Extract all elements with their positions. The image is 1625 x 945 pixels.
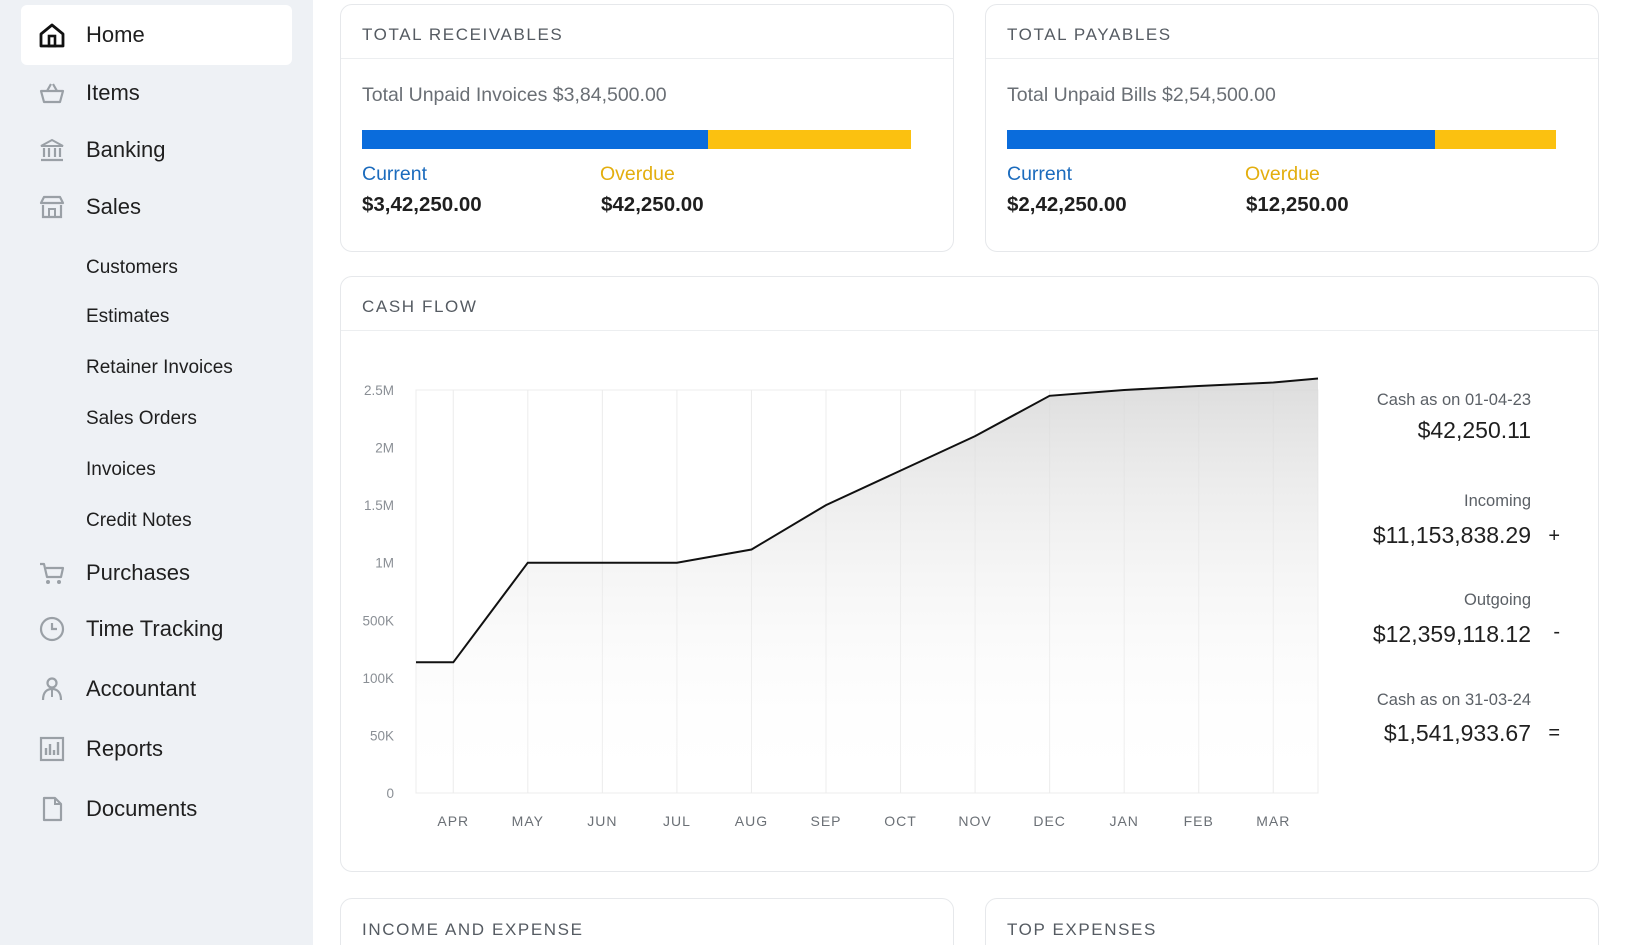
cash-end-operator: = <box>1548 722 1560 744</box>
sidebar-item-label: Items <box>86 80 140 105</box>
x-tick-label: OCT <box>884 813 917 829</box>
card-header: TOTAL RECEIVABLES <box>341 5 953 59</box>
top-expenses-card: TOP EXPENSES <box>985 898 1599 945</box>
incoming-value[interactable]: $11,153,838.29 <box>1372 522 1531 548</box>
receivables-bar-overdue <box>707 130 911 149</box>
x-tick-label: MAY <box>512 813 544 829</box>
receivables-current-label: Current <box>362 163 428 185</box>
payables-bar-overdue <box>1435 130 1556 149</box>
sidebar-item-sales[interactable]: Sales <box>21 177 292 237</box>
x-tick-label: NOV <box>958 813 991 829</box>
y-tick-label: 1.5M <box>364 498 394 513</box>
receivables-overdue-label: Overdue <box>600 163 675 185</box>
income-expense-card: INCOME AND EXPENSE <box>340 898 954 945</box>
sidebar-subitem-estimates[interactable]: Estimates <box>86 306 170 327</box>
payables-current-label: Current <box>1007 163 1073 185</box>
receivables-title: TOTAL RECEIVABLES <box>362 25 564 44</box>
cash-start-label: Cash as on 01-04-23 <box>1376 391 1531 409</box>
y-tick-label: 0 <box>386 786 394 801</box>
payables-overdue-label: Overdue <box>1245 163 1320 185</box>
basket-icon <box>38 79 66 107</box>
cashflow-title: CASH FLOW <box>362 297 478 316</box>
sidebar-item-label: Reports <box>86 736 164 761</box>
y-tick-label: 2M <box>375 441 394 456</box>
cash-end-value: $1,541,933.67 <box>1383 720 1531 746</box>
cash-end-label: Cash as on 31-03-24 <box>1376 691 1531 709</box>
cashflow-card: CASH FLOW 0 50K 100K 500K 1M 1.5M 2M 2.5M APR MAY… <box>340 276 1599 872</box>
sidebar-item-time-tracking[interactable]: Time Tracking <box>21 599 292 659</box>
sidebar-item-items[interactable]: Items <box>21 63 292 123</box>
x-tick-label: FEB <box>1184 813 1214 829</box>
sidebar-item-accountant[interactable]: Accountant <box>21 659 292 719</box>
sidebar-subitem-credit-notes[interactable]: Credit Notes <box>86 510 192 531</box>
cashflow-line <box>416 377 1319 664</box>
sidebar-item-label: Documents <box>86 796 198 821</box>
sidebar-subitem-invoices[interactable]: Invoices <box>86 459 156 480</box>
home-icon <box>38 21 66 49</box>
top-expenses-title: TOP EXPENSES <box>1007 920 1157 939</box>
bank-icon <box>38 136 66 164</box>
outgoing-value[interactable]: $12,359,118.12 <box>1372 621 1531 647</box>
outgoing-operator: - <box>1553 621 1560 643</box>
store-icon <box>38 193 66 221</box>
income-expense-title: INCOME AND EXPENSE <box>362 920 584 939</box>
payables-bar-current <box>1007 130 1436 149</box>
card-header: TOTAL PAYABLES <box>986 5 1598 59</box>
x-tick-label: DEC <box>1033 813 1066 829</box>
person-icon <box>38 675 66 703</box>
payables-unpaid: Total Unpaid Bills $2,54,500.00 <box>1007 84 1276 106</box>
receivables-unpaid: Total Unpaid Invoices $3,84,500.00 <box>362 84 667 106</box>
sidebar-item-reports[interactable]: Reports <box>21 719 292 779</box>
y-tick-label: 2.5M <box>364 383 394 398</box>
sidebar-item-label: Accountant <box>86 676 197 701</box>
x-tick-label: MAR <box>1256 813 1290 829</box>
sidebar-item-label: Banking <box>86 137 166 162</box>
outgoing-label: Outgoing <box>1464 591 1531 609</box>
receivables-bar-current <box>362 130 708 149</box>
receivables-current-amount[interactable]: $3,42,250.00 <box>362 193 482 216</box>
cart-icon <box>38 559 66 587</box>
y-tick-label: 50K <box>370 728 394 743</box>
cash-start-value: $42,250.11 <box>1417 417 1531 443</box>
x-tick-label: SEP <box>810 813 841 829</box>
sidebar-item-documents[interactable]: Documents <box>21 779 292 839</box>
payables-overdue-amount[interactable]: $12,250.00 <box>1246 193 1349 216</box>
cashflow-area <box>416 378 1318 793</box>
x-tick-label: JUL <box>663 813 691 829</box>
receivables-bar[interactable] <box>362 130 911 149</box>
x-tick-label: JAN <box>1109 813 1138 829</box>
receivables-overdue-amount[interactable]: $42,250.00 <box>601 193 704 216</box>
sidebar-item-label: Sales <box>86 194 142 219</box>
x-tick-label: APR <box>437 813 469 829</box>
payables-current-amount[interactable]: $2,42,250.00 <box>1007 193 1127 216</box>
y-tick-label: 1M <box>375 556 394 571</box>
incoming-label: Incoming <box>1464 492 1531 510</box>
payables-title: TOTAL PAYABLES <box>1007 25 1172 44</box>
sidebar-subitem-sales-orders[interactable]: Sales Orders <box>86 408 197 429</box>
cashflow-chart: 0 50K 100K 500K 1M 1.5M 2M 2.5M APR MAY JUN JUL AUG S… <box>362 377 1319 829</box>
x-tick-label: AUG <box>735 813 768 829</box>
x-tick-label: JUN <box>587 813 617 829</box>
document-icon <box>38 795 66 823</box>
sidebar-item-purchases[interactable]: Purchases <box>21 543 292 603</box>
sidebar-item-label: Time Tracking <box>86 616 224 641</box>
sidebar-item-banking[interactable]: Banking <box>21 120 292 180</box>
card-header: CASH FLOW <box>341 277 1598 331</box>
payables-card: TOTAL PAYABLES Total Unpaid Bills $2,54,… <box>985 4 1599 252</box>
sidebar-item-home[interactable]: Home <box>21 5 292 65</box>
sidebar-subitem-retainer-invoices[interactable]: Retainer Invoices <box>86 357 233 378</box>
sidebar: Home Items Banking Sales Customers Estim… <box>0 0 313 945</box>
sidebar-item-label: Home <box>86 22 145 47</box>
receivables-card: TOTAL RECEIVABLES Total Unpaid Invoices … <box>340 4 954 252</box>
incoming-operator: + <box>1548 525 1560 547</box>
sidebar-subitem-customers[interactable]: Customers <box>86 257 178 278</box>
sidebar-item-label: Purchases <box>86 560 190 585</box>
clock-icon <box>38 615 66 643</box>
y-tick-label: 100K <box>362 671 394 686</box>
bar-chart-icon <box>38 735 66 763</box>
payables-bar[interactable] <box>1007 130 1556 149</box>
y-tick-label: 500K <box>362 613 394 628</box>
